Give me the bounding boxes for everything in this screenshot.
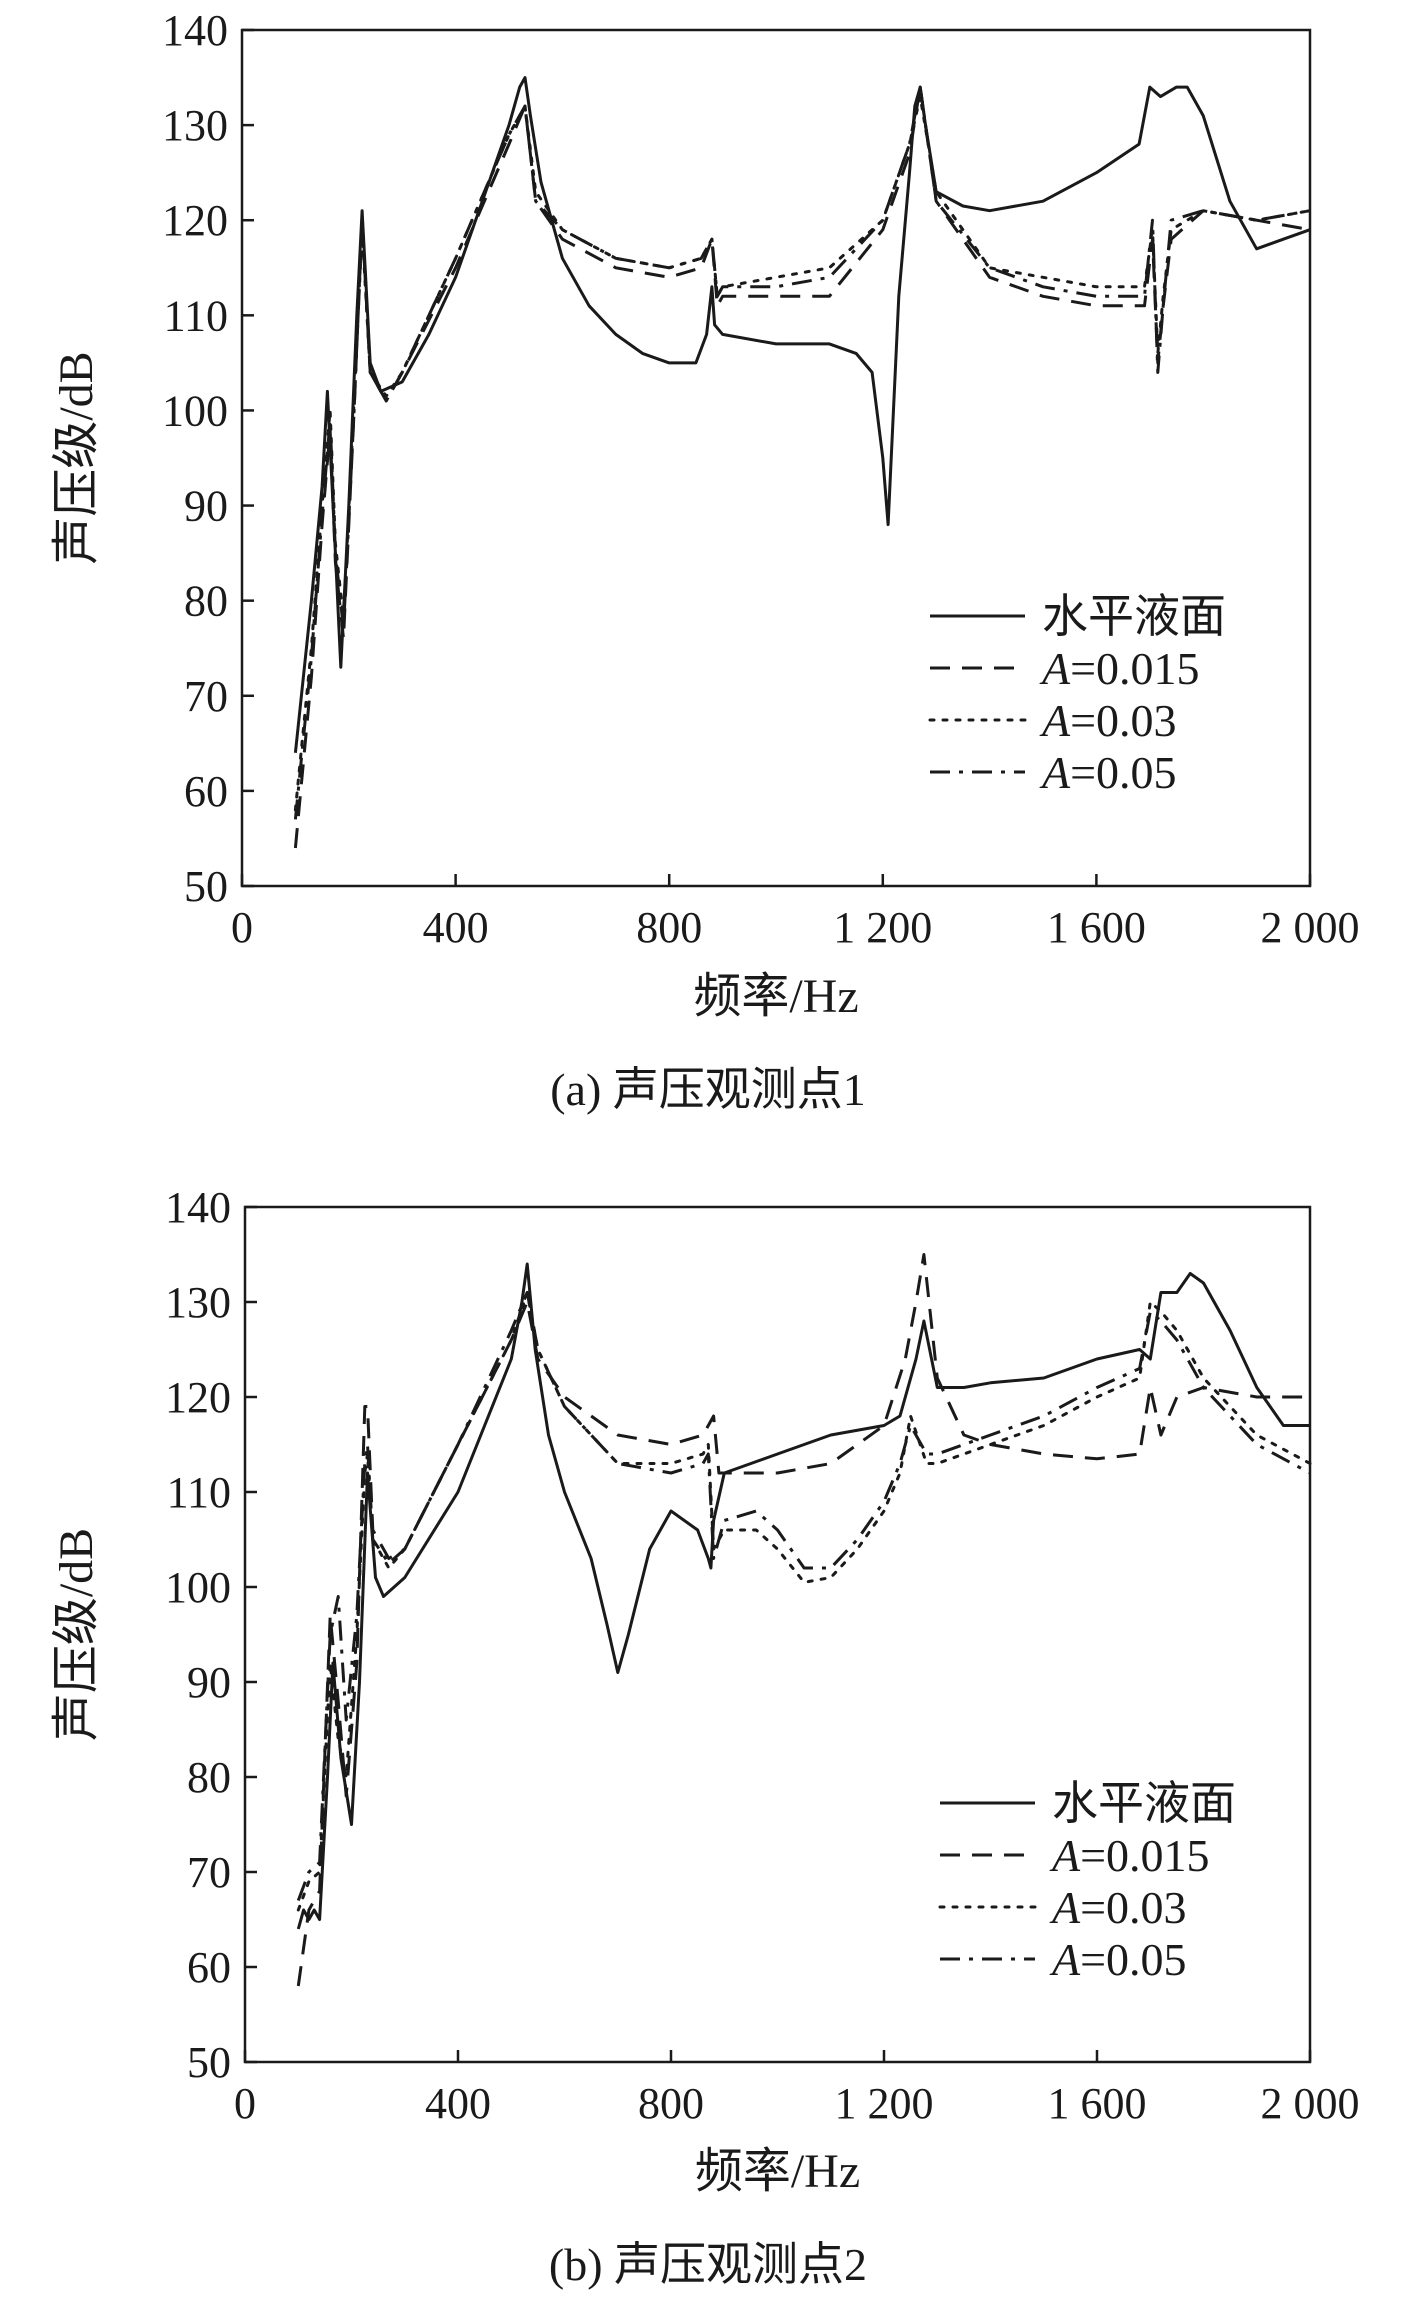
x-axis-label: 频率/Hz — [695, 2145, 860, 2198]
x-tick-label: 1 600 — [1048, 2079, 1147, 2128]
y-tick-label: 120 — [162, 196, 228, 245]
panel-caption: (a) 声压观测点1 — [550, 1064, 866, 1115]
y-tick-label: 110 — [167, 1468, 231, 1517]
y-tick-label: 100 — [162, 386, 228, 435]
legend-label: A=0.03 — [1049, 1882, 1187, 1933]
x-tick-label: 800 — [636, 903, 702, 952]
series-line — [296, 1253, 1310, 1987]
y-tick-label: 70 — [187, 1848, 231, 1897]
y-tick-label: 140 — [165, 1183, 231, 1232]
y-tick-label: 130 — [165, 1278, 231, 1327]
x-tick-label: 1 200 — [835, 2079, 934, 2128]
series-line — [293, 76, 1311, 753]
x-tick-label: 1 600 — [1047, 903, 1146, 952]
y-tick-label: 110 — [164, 291, 228, 340]
x-tick-label: 0 — [231, 903, 253, 952]
x-tick-label: 0 — [234, 2079, 256, 2128]
y-tick-label: 120 — [165, 1373, 231, 1422]
series-line — [296, 1291, 1311, 1902]
x-tick-label: 1 200 — [833, 903, 932, 952]
legend-label: 水平液面 — [1052, 1778, 1236, 1829]
legend-label: A=0.03 — [1039, 695, 1177, 746]
y-tick-label: 50 — [184, 862, 228, 911]
panel-caption: (b) 声压观测点2 — [549, 2239, 867, 2290]
y-tick-label: 140 — [162, 6, 228, 55]
y-tick-label: 60 — [187, 1943, 231, 1992]
legend-label: A=0.015 — [1039, 643, 1200, 694]
x-tick-label: 2 000 — [1261, 903, 1360, 952]
y-tick-label: 60 — [184, 767, 228, 816]
x-axis-label: 频率/Hz — [693, 970, 858, 1023]
y-tick-label: 100 — [165, 1563, 231, 1612]
x-tick-label: 800 — [638, 2079, 704, 2128]
plot-frame — [240, 28, 1312, 888]
legend-label: A=0.05 — [1039, 747, 1177, 798]
y-tick-label: 130 — [162, 101, 228, 150]
x-tick-label: 2 000 — [1261, 2079, 1360, 2128]
legend-label: A=0.015 — [1049, 1830, 1210, 1881]
series-line — [296, 1262, 1310, 1930]
series-line — [293, 85, 1311, 820]
legend-label: A=0.05 — [1049, 1934, 1187, 1985]
y-tick-label: 70 — [184, 672, 228, 721]
y-tick-label: 80 — [187, 1753, 231, 1802]
legend-label: 水平液面 — [1042, 591, 1226, 642]
x-tick-label: 400 — [423, 903, 489, 952]
y-tick-label: 80 — [184, 577, 228, 626]
y-axis-label: 声压级/dB — [50, 1528, 103, 1741]
x-tick-label: 400 — [425, 2079, 491, 2128]
y-tick-label: 50 — [187, 2038, 231, 2087]
y-tick-label: 90 — [184, 482, 228, 531]
plot-frame — [243, 1205, 1312, 2064]
y-tick-label: 90 — [187, 1658, 231, 1707]
y-axis-label: 声压级/dB — [50, 351, 103, 564]
